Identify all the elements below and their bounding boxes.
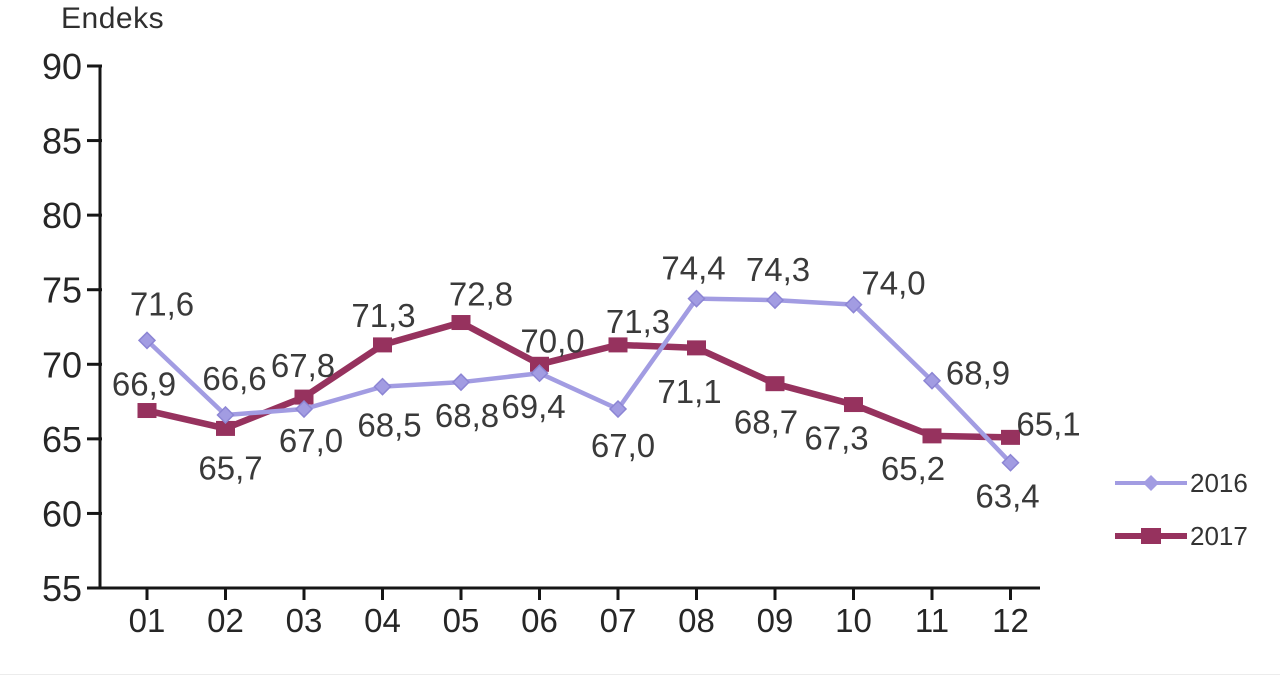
- series-2017-data-label: 71,3: [606, 303, 670, 340]
- series-2016-data-label: 68,5: [357, 407, 421, 444]
- series-2016-point: [451, 373, 471, 392]
- series-2017-line: [146, 319, 1011, 441]
- chart-title: Endeks: [61, 2, 165, 35]
- series-2016-data-label: 71,6: [130, 285, 194, 322]
- legend-item-2017: 2017: [1114, 523, 1248, 549]
- series-2017-data-label: 65,1: [1016, 405, 1080, 442]
- series-2016-data-label: 69,4: [501, 388, 565, 425]
- series-2017-point: [137, 403, 157, 419]
- series-2017-data-label: 71,1: [657, 373, 721, 410]
- x-tick-label: 01: [129, 602, 166, 639]
- x-tick-label: 06: [521, 602, 558, 639]
- series-2016-point: [608, 399, 628, 419]
- legend-marker-2016-icon: [1115, 475, 1187, 491]
- y-tick-label: 85: [42, 121, 82, 162]
- y-tick-label: 80: [42, 195, 82, 236]
- y-tick-label: 90: [42, 46, 82, 87]
- series-2017-data-label: 65,7: [198, 449, 262, 486]
- x-tick-label: 08: [678, 602, 715, 639]
- x-tick-label: 09: [757, 602, 794, 639]
- legend-diamond-icon: [1143, 475, 1159, 491]
- x-tick-label: 02: [207, 602, 244, 639]
- series-2016-data-label: 74,0: [861, 265, 925, 302]
- series-2017-point: [922, 428, 942, 444]
- series-2016-data-label: 68,8: [435, 397, 499, 434]
- series-2017-data-label: 71,3: [351, 297, 415, 334]
- series-2016-data-label: 67,0: [591, 427, 655, 464]
- series-2017-point: [608, 337, 628, 353]
- x-tick-label: 07: [600, 602, 637, 639]
- y-tick-label: 65: [42, 419, 82, 460]
- series-2016-data-label: 68,9: [946, 355, 1010, 392]
- legend: 2016 2017: [1114, 470, 1248, 576]
- series-2017-data-label: 67,8: [271, 347, 335, 384]
- series-2016-point: [922, 371, 942, 390]
- series-2016-point: [844, 295, 863, 314]
- series-2016-data-label: 74,3: [746, 251, 810, 288]
- series-2016-point: [216, 405, 235, 425]
- x-tick-label: 05: [443, 602, 480, 639]
- series-2017-point: [765, 376, 785, 392]
- x-tick-label: 11: [915, 602, 949, 639]
- series-2016-point: [373, 377, 392, 396]
- legend-label-2016: 2016: [1190, 468, 1248, 498]
- y-tick-label: 70: [42, 344, 82, 385]
- series-2017-data-label: 72,8: [449, 276, 513, 313]
- series-2017-data-label: 67,3: [804, 420, 868, 457]
- series-2016-point: [1001, 453, 1020, 472]
- series-2016-data-label: 66,6: [202, 360, 266, 397]
- series-2016-point: [530, 364, 549, 383]
- x-tick-label: 10: [835, 602, 872, 639]
- series-2017-point: [844, 397, 863, 413]
- x-tick-label: 03: [286, 602, 323, 639]
- series-2016-point: [765, 291, 785, 310]
- legend-marker-2017-icon: [1115, 528, 1187, 544]
- legend-square-icon: [1141, 528, 1161, 544]
- series-2017-data-label: 70,0: [520, 322, 584, 359]
- series-2017-data-label: 66,9: [112, 366, 176, 403]
- series-2017-point: [451, 315, 471, 331]
- series-2017-point: [1001, 429, 1020, 445]
- y-tick-label: 55: [42, 568, 82, 609]
- y-tick-label: 60: [42, 493, 82, 534]
- series-2016-point: [294, 399, 314, 419]
- series-2016-point: [687, 289, 706, 308]
- series-2016-data-label: 67,0: [279, 422, 343, 459]
- series-2017-data-label: 65,2: [881, 450, 945, 487]
- legend-item-2016: 2016: [1114, 470, 1248, 496]
- series-2017-point: [687, 340, 706, 356]
- series-2016-data-label: 63,4: [975, 478, 1039, 515]
- x-tick-label: 04: [364, 602, 401, 639]
- series-2017-data-label: 68,7: [734, 404, 798, 441]
- series-2016-line: [145, 296, 1013, 465]
- x-tick-label: 12: [992, 602, 1029, 639]
- series-2017-point: [373, 337, 392, 353]
- y-tick-label: 75: [42, 270, 82, 311]
- series-2016-data-label: 74,4: [661, 250, 725, 287]
- legend-label-2017: 2017: [1190, 521, 1248, 551]
- series-2016-point: [137, 331, 157, 350]
